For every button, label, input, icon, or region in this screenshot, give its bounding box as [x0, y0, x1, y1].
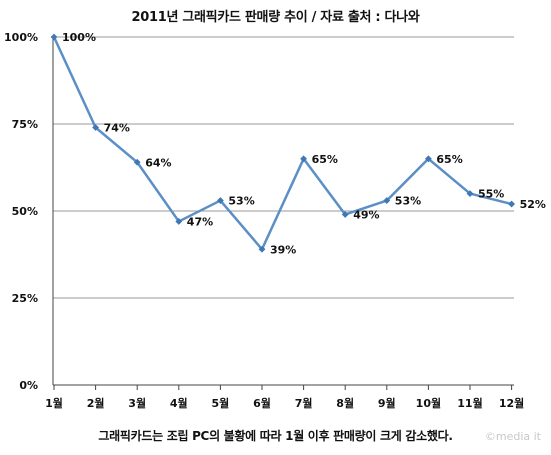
watermark-logo: ©media it [484, 430, 541, 443]
y-tick-label: 50% [12, 205, 38, 218]
data-point-marker [508, 200, 515, 208]
y-tick-labels: 0% 25% 50% 75% 100% [4, 31, 38, 392]
data-point-marker [175, 218, 183, 225]
data-point-marker [258, 245, 266, 253]
x-tick-label: 5월 [212, 396, 230, 410]
axes [52, 37, 514, 390]
y-tick-label: 25% [12, 292, 38, 305]
y-tick-label: 75% [12, 118, 38, 131]
x-tick-label: 1월 [45, 396, 63, 410]
chart-caption: 그래픽카드는 조립 PC의 불황에 따라 1월 이후 판매량이 크게 감소했다. [98, 429, 453, 443]
data-point-marker [217, 197, 224, 204]
x-tick-label: 4월 [170, 396, 188, 410]
data-point-marker [92, 124, 99, 131]
x-tick-label: 11월 [457, 396, 482, 410]
x-tick-label: 3월 [128, 396, 146, 410]
x-tick-label: 6월 [253, 396, 271, 410]
x-tick-label: 7월 [295, 396, 313, 410]
series-line [52, 36, 512, 251]
x-tick-label: 10월 [416, 396, 441, 410]
data-label: 39% [270, 243, 296, 256]
data-point-marker [300, 155, 307, 163]
data-markers [50, 33, 515, 253]
data-label: 53% [395, 195, 421, 208]
data-label: 47% [187, 215, 213, 228]
chart-title: 2011년 그래픽카드 판매량 추이 / 자료 출처 : 다나와 [131, 10, 420, 25]
data-label: 65% [436, 153, 462, 166]
data-label: 74% [104, 121, 130, 134]
data-label: 49% [353, 208, 379, 221]
data-label: 100% [62, 31, 96, 44]
x-tick-label: 2월 [87, 396, 105, 410]
data-labels: 100% 74% 64% 47% 53% 39% 65% 49% 53% 65% 55% 52% [62, 31, 546, 256]
data-label: 65% [312, 153, 338, 166]
x-tick-labels: 1월 2월 3월 4월 5월 6월 7월 8월 9월 10월 11월 12월 [45, 396, 524, 410]
y-tick-label: 0% [19, 379, 38, 392]
series-line-path [52, 36, 512, 251]
data-label: 64% [145, 156, 171, 169]
x-tick-label: 8월 [336, 396, 354, 410]
data-label: 55% [478, 188, 504, 201]
data-label: 52% [520, 198, 546, 211]
data-point-marker [341, 211, 349, 218]
data-point-marker [383, 197, 391, 204]
x-tick-label: 12월 [499, 396, 524, 410]
gridlines [53, 36, 514, 299]
data-label: 53% [228, 195, 254, 208]
data-point-marker [466, 190, 474, 197]
x-tick-label: 9월 [378, 396, 396, 410]
data-point-marker [50, 33, 58, 41]
data-point-marker [425, 155, 432, 163]
y-tick-label: 100% [4, 31, 38, 44]
data-point-marker [133, 158, 141, 166]
